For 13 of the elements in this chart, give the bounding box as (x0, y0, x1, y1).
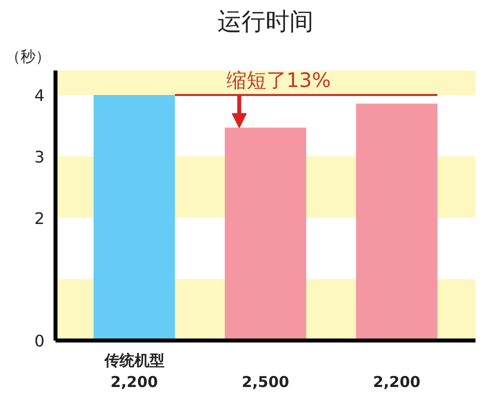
y-tick-label: 2 (34, 208, 45, 228)
x-tick-label: 2,200 (373, 373, 420, 392)
ref-line-label: 缩短了13% (226, 68, 331, 92)
y-axis-title: （秒） (6, 48, 50, 66)
x-tick-label: 传统机型 2,200 (103, 352, 164, 392)
y-tick-label: 3 (34, 147, 45, 166)
bar (356, 104, 438, 340)
bar (94, 95, 175, 340)
y-tick-label: 0 (34, 332, 45, 350)
y-tick-label: 4 (34, 86, 45, 106)
bar (224, 128, 306, 340)
chart-title: 运行时间 (218, 8, 314, 36)
x-tick-label: 2,500 (242, 373, 290, 392)
